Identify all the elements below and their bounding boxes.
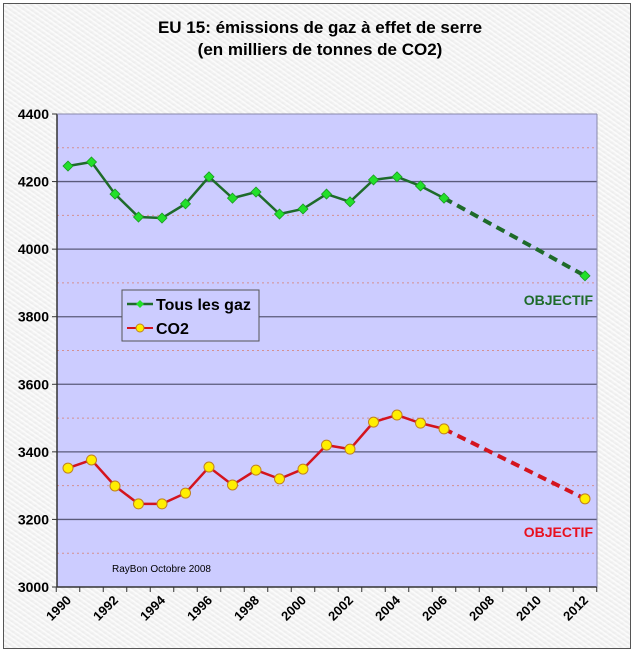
minor-gridlines <box>57 147 597 554</box>
data-point-diamond <box>250 186 262 198</box>
x-tick-label: 2002 <box>325 593 356 624</box>
data-point-diamond <box>179 198 192 210</box>
data-point-circle <box>227 479 238 491</box>
chart-title: EU 15: émissions de gaz à effet de serre <box>157 18 483 37</box>
x-tick-label: 2010 <box>513 593 544 624</box>
y-tick-label: 4000 <box>18 241 49 257</box>
x-tick-label: 2012 <box>560 593 591 624</box>
y-tick-label: 4200 <box>18 174 49 190</box>
data-point-circle <box>321 439 332 451</box>
data-point-circle <box>274 473 285 485</box>
data-point-circle <box>109 480 121 492</box>
y-tick-label: 3000 <box>18 579 49 595</box>
data-point-diamond <box>320 188 333 200</box>
projection-line-co2 <box>443 427 586 501</box>
y-tick-label: 3200 <box>18 511 49 527</box>
y-tick-label: 3800 <box>18 309 49 325</box>
chart-title-block: EU 15: émissions de gaz à effet de serre… <box>0 17 640 61</box>
signature-annotation: RayBon Octobre 2008 <box>112 564 211 575</box>
data-point-diamond <box>344 196 356 208</box>
data-point-circle <box>133 498 144 510</box>
data-point-diamond <box>109 188 121 200</box>
data-point-diamond <box>273 208 286 220</box>
data-point-diamond <box>391 171 403 183</box>
series-group <box>62 156 591 510</box>
data-point-circle <box>156 498 168 510</box>
data-point-diamond <box>203 171 215 183</box>
legend-label-tous-les-gaz: Tous les gaz <box>156 297 251 314</box>
x-tick-label: 1998 <box>231 593 262 624</box>
y-tick-label: 3600 <box>18 376 49 392</box>
y-tick-label: 3400 <box>18 444 49 460</box>
x-tick-label: 1992 <box>90 593 121 624</box>
x-tick-label: 2000 <box>278 593 309 624</box>
data-point-diamond <box>414 180 427 192</box>
x-tick-label: 2008 <box>466 593 497 624</box>
data-point-diamond <box>297 203 309 215</box>
x-tick-label: 1994 <box>137 592 169 624</box>
data-point-circle <box>438 423 450 435</box>
data-point-circle <box>415 417 426 429</box>
data-point-circle <box>250 464 262 476</box>
chart-subtitle: (en milliers de tonnes de CO2) <box>197 40 443 59</box>
data-point-circle <box>391 409 403 421</box>
data-point-circle <box>344 443 356 455</box>
data-point-circle <box>203 461 215 473</box>
x-tick-label: 2006 <box>419 593 450 624</box>
series-co2 <box>62 409 591 510</box>
data-point-circle <box>368 416 379 428</box>
y-tick-label: 4400 <box>18 106 49 122</box>
x-axis-ticks: 1990 1992 1994 1996 1998 2000 2002 2004 2006 2008… <box>43 587 598 624</box>
data-point-circle <box>180 487 191 499</box>
axes <box>56 113 598 588</box>
legend: Tous les gaz CO2 <box>121 289 260 342</box>
data-point-diamond <box>226 192 239 204</box>
data-point-diamond <box>367 174 380 186</box>
data-point-diamond <box>62 160 74 172</box>
x-tick-label: 2004 <box>372 592 404 624</box>
data-point-diamond <box>156 212 168 224</box>
y-axis-ticks: 3000 3200 3400 3600 3800 4000 4200 4400 <box>18 106 57 595</box>
target-label-co2: OBJECTIF <box>524 524 594 540</box>
data-point-circle <box>579 493 591 505</box>
major-gridlines <box>57 180 597 521</box>
data-point-diamond <box>132 211 145 223</box>
data-point-diamond <box>85 156 98 168</box>
data-point-circle <box>86 454 97 466</box>
legend-marker-circle-icon <box>135 323 145 333</box>
target-label-tous-les-gaz: OBJECTIF <box>524 292 594 308</box>
data-point-diamond <box>438 192 450 204</box>
legend-marker-diamond-icon <box>136 300 144 308</box>
data-point-circle <box>297 463 309 475</box>
legend-label-co2: CO2 <box>156 321 189 338</box>
legend-box <box>121 289 260 342</box>
series-tous-les-gaz <box>62 156 591 282</box>
data-point-circle <box>62 462 74 474</box>
projection-line-tous-les-gaz <box>443 196 586 278</box>
data-point-diamond <box>579 270 591 282</box>
x-tick-label: 1996 <box>184 593 215 624</box>
x-tick-label: 1990 <box>43 593 74 624</box>
